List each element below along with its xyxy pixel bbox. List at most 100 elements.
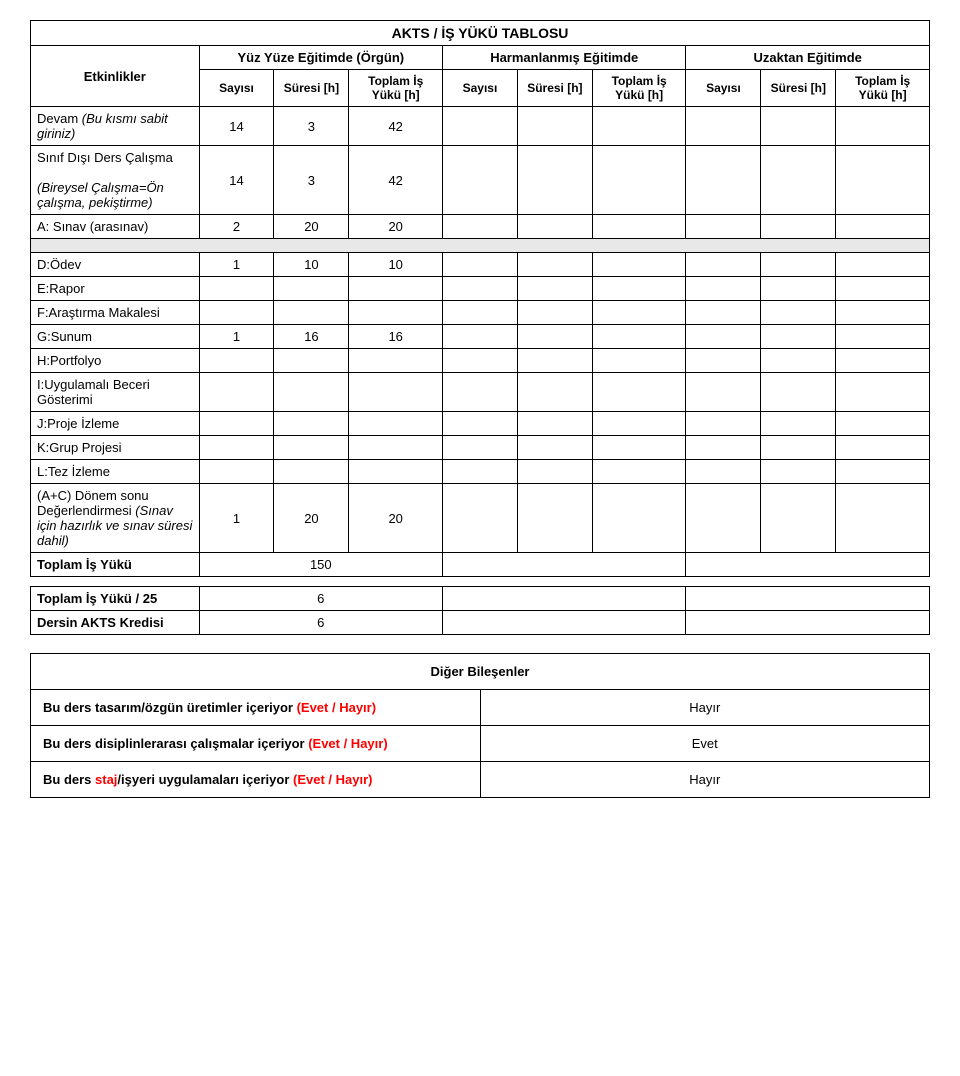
- cell: [274, 349, 349, 373]
- total-value: 150: [199, 553, 442, 577]
- cell: [686, 215, 761, 239]
- sub-header: Toplam İş Yükü [h]: [349, 70, 443, 107]
- cell: [199, 436, 274, 460]
- cell: [836, 215, 930, 239]
- q-red: staj: [95, 772, 117, 787]
- row-label: G:Sunum: [31, 325, 200, 349]
- q-red: (Evet / Hayır): [297, 700, 376, 715]
- cell: 14: [199, 146, 274, 215]
- cell: [686, 146, 761, 215]
- cell: [592, 460, 686, 484]
- cell: [761, 484, 836, 553]
- table-row: H:Portfolyo: [31, 349, 930, 373]
- row-label: E:Rapor: [31, 277, 200, 301]
- cell: [592, 349, 686, 373]
- cell: [274, 412, 349, 436]
- cell: [761, 253, 836, 277]
- component-answer: Hayır: [480, 762, 930, 798]
- sub-header: Sayısı: [443, 70, 518, 107]
- q-red: (Evet / Hayır): [293, 772, 372, 787]
- cell: [592, 253, 686, 277]
- spacer: [31, 239, 930, 253]
- cell: [517, 325, 592, 349]
- sub-header: Sayısı: [686, 70, 761, 107]
- cell: 10: [349, 253, 443, 277]
- cell: [517, 277, 592, 301]
- cell: [443, 146, 518, 215]
- cell: [443, 215, 518, 239]
- q-text: /işyeri uygulamaları içeriyor: [117, 772, 293, 787]
- cell: 16: [274, 325, 349, 349]
- sub-header: Süresi [h]: [761, 70, 836, 107]
- cell: [686, 611, 930, 635]
- sub-header: Sayısı: [199, 70, 274, 107]
- total25-value: 6: [199, 587, 442, 611]
- cell: [349, 460, 443, 484]
- cell: [443, 460, 518, 484]
- row-label: A: Sınav (arasınav): [31, 215, 200, 239]
- cell: 42: [349, 107, 443, 146]
- spacer-row: [31, 577, 930, 587]
- akts-label: Dersin AKTS Kredisi: [31, 611, 200, 635]
- components-table: Diğer Bileşenler Bu ders tasarım/özgün ü…: [30, 653, 930, 798]
- total25-row: Toplam İş Yükü / 25 6: [31, 587, 930, 611]
- cell: 16: [349, 325, 443, 349]
- cell: 1: [199, 253, 274, 277]
- component-question: Bu ders disiplinlerarası çalışmalar içer…: [31, 726, 481, 762]
- cell: [592, 215, 686, 239]
- table-row: G:Sunum 1 16 16: [31, 325, 930, 349]
- label-text: (A+C) Dönem sonu Değerlendirmesi: [37, 488, 149, 518]
- cell: [761, 412, 836, 436]
- cell: [443, 553, 686, 577]
- cell: [443, 349, 518, 373]
- cell: [761, 325, 836, 349]
- cell: [686, 587, 930, 611]
- cell: [592, 412, 686, 436]
- cell: 20: [349, 215, 443, 239]
- cell: [443, 436, 518, 460]
- cell: [443, 301, 518, 325]
- cell: [761, 146, 836, 215]
- q-text: Bu ders disiplinlerarası çalışmalar içer…: [43, 736, 308, 751]
- cell: [761, 107, 836, 146]
- component-answer: Hayır: [480, 690, 930, 726]
- cell: [761, 215, 836, 239]
- total-label: Toplam İş Yükü: [31, 553, 200, 577]
- cell: [592, 373, 686, 412]
- cell: 2: [199, 215, 274, 239]
- cell: [349, 301, 443, 325]
- group-header-3: Uzaktan Eğitimde: [686, 46, 930, 70]
- row-label: Devam (Bu kısmı sabit giriniz): [31, 107, 200, 146]
- cell: [443, 484, 518, 553]
- group-header-2: Harmanlanmış Eğitimde: [443, 46, 686, 70]
- q-text: Bu ders tasarım/özgün üretimler içeriyor: [43, 700, 297, 715]
- cell: 42: [349, 146, 443, 215]
- cell: [836, 460, 930, 484]
- cell: [592, 146, 686, 215]
- cell: [686, 301, 761, 325]
- cell: [686, 373, 761, 412]
- total-row: Toplam İş Yükü 150: [31, 553, 930, 577]
- table-row: (A+C) Dönem sonu Değerlendirmesi (Sınav …: [31, 484, 930, 553]
- cell: [592, 436, 686, 460]
- cell: [836, 325, 930, 349]
- cell: [274, 460, 349, 484]
- row-label: D:Ödev: [31, 253, 200, 277]
- cell: [836, 253, 930, 277]
- cell: [349, 349, 443, 373]
- q-text: Bu ders: [43, 772, 95, 787]
- table-row: E:Rapor: [31, 277, 930, 301]
- cell: [761, 373, 836, 412]
- cell: [443, 325, 518, 349]
- sub-header: Süresi [h]: [274, 70, 349, 107]
- cell: [443, 107, 518, 146]
- table-row: D:Ödev 1 10 10: [31, 253, 930, 277]
- cell: [686, 107, 761, 146]
- table-row: J:Proje İzleme: [31, 412, 930, 436]
- cell: [517, 253, 592, 277]
- cell: [199, 349, 274, 373]
- label-italic: (Bireysel Çalışma=Ön çalışma, pekiştirme…: [37, 180, 164, 210]
- cell: [274, 301, 349, 325]
- akts-value: 6: [199, 611, 442, 635]
- cell: [517, 484, 592, 553]
